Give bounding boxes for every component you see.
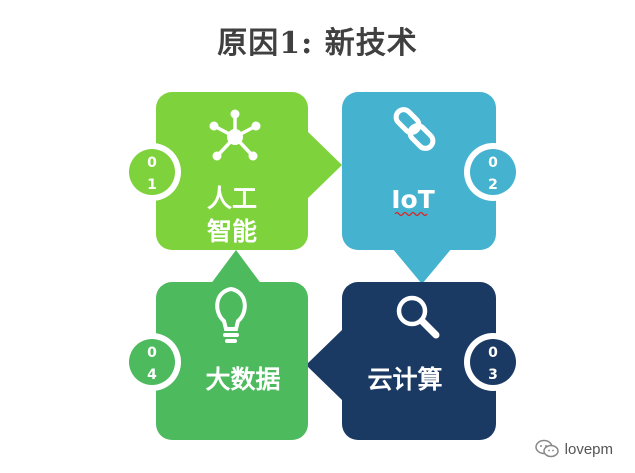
bigdata-label: 大数据: [205, 365, 280, 394]
lightbulb-icon: [215, 286, 247, 343]
number-badge-01: 0 1: [123, 143, 181, 201]
network-icon: [209, 109, 261, 161]
num-03-top: 0: [488, 345, 498, 361]
ai-box: [156, 92, 308, 250]
num-02-bottom: 2: [488, 177, 498, 193]
ai-label-line2: 智能: [207, 217, 257, 246]
magnifier-icon: [396, 295, 440, 339]
ai-label-line1: 人工: [207, 184, 257, 213]
iot-pointer: [392, 248, 452, 284]
iot-label: IoT: [391, 185, 435, 214]
number-badge-04: 0 4: [123, 333, 181, 391]
watermark: lovepm: [534, 439, 613, 459]
bigdata-box: [156, 282, 308, 440]
cloud-label: 云计算: [367, 365, 442, 394]
chain-link-icon: [393, 107, 436, 151]
wechat-icon: [534, 439, 559, 458]
num-01-top: 0: [147, 155, 157, 171]
ai-pointer: [306, 130, 342, 200]
cloud-pointer: [306, 330, 342, 400]
num-04-bottom: 4: [147, 367, 157, 383]
num-03-bottom: 3: [488, 367, 498, 383]
iot-box: [342, 92, 496, 250]
number-badge-03: 0 3: [464, 333, 522, 391]
page-title: 原因1: 新技术: [217, 26, 418, 61]
number-badge-02: 0 2: [464, 143, 522, 201]
num-02-top: 0: [488, 155, 498, 171]
spellcheck-squiggle: [394, 211, 428, 217]
num-01-bottom: 1: [147, 177, 157, 193]
cloud-box: [342, 282, 496, 440]
watermark-text: lovepm: [564, 440, 613, 458]
num-04-top: 0: [147, 345, 157, 361]
bigdata-pointer: [210, 250, 262, 285]
